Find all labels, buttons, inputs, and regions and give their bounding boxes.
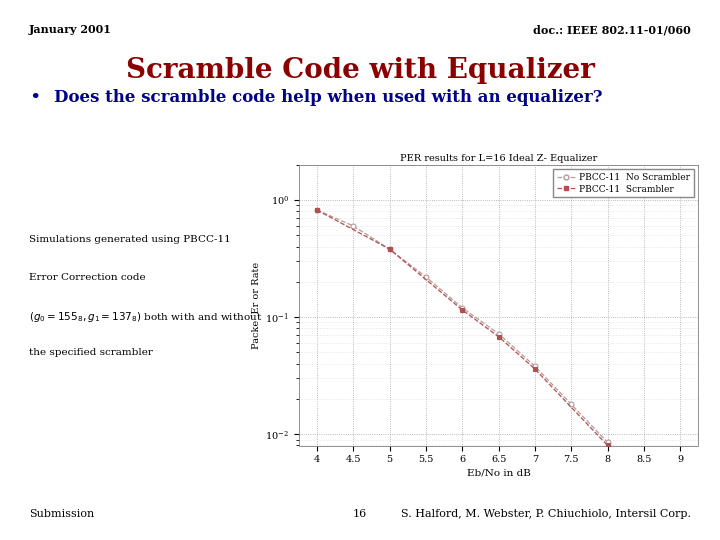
PBCC-11  No Scrambler bbox=[676, 518, 685, 524]
Text: Simulations generated using PBCC-11: Simulations generated using PBCC-11 bbox=[29, 235, 230, 244]
Text: the specified scrambler: the specified scrambler bbox=[29, 348, 153, 357]
PBCC-11  No Scrambler bbox=[639, 477, 648, 484]
X-axis label: Eb/No in dB: Eb/No in dB bbox=[467, 468, 531, 477]
PBCC-11  Scrambler bbox=[494, 333, 503, 340]
Text: Does the scramble code help when used with an equalizer?: Does the scramble code help when used wi… bbox=[54, 89, 603, 106]
PBCC-11  Scrambler bbox=[458, 307, 467, 313]
Title: PER results for L=16 Ideal Z- Equalizer: PER results for L=16 Ideal Z- Equalizer bbox=[400, 153, 597, 163]
Text: Error Correction code: Error Correction code bbox=[29, 273, 145, 282]
Text: •: • bbox=[29, 89, 40, 107]
PBCC-11  Scrambler bbox=[531, 366, 539, 372]
PBCC-11  Scrambler bbox=[312, 207, 321, 213]
Text: January 2001: January 2001 bbox=[29, 24, 112, 35]
PBCC-11  No Scrambler bbox=[422, 274, 431, 280]
PBCC-11  Scrambler bbox=[385, 246, 394, 252]
PBCC-11  No Scrambler bbox=[385, 246, 394, 252]
PBCC-11  No Scrambler bbox=[531, 363, 539, 369]
Text: Submission: Submission bbox=[29, 509, 94, 519]
PBCC-11  No Scrambler bbox=[312, 207, 321, 213]
Text: $(g_0 =155_8, g_1 =137_8)$ both with and without: $(g_0 =155_8, g_1 =137_8)$ both with and… bbox=[29, 310, 262, 325]
PBCC-11  Scrambler bbox=[676, 524, 685, 531]
Text: doc.: IEEE 802.11-01/060: doc.: IEEE 802.11-01/060 bbox=[534, 24, 691, 35]
Text: S. Halford, M. Webster, P. Chiuchiolo, Intersil Corp.: S. Halford, M. Webster, P. Chiuchiolo, I… bbox=[401, 509, 691, 519]
PBCC-11  No Scrambler bbox=[458, 305, 467, 311]
Text: Scramble Code with Equalizer: Scramble Code with Equalizer bbox=[125, 57, 595, 84]
Text: 16: 16 bbox=[353, 509, 367, 519]
Line: PBCC-11  No Scrambler: PBCC-11 No Scrambler bbox=[315, 207, 683, 524]
PBCC-11  No Scrambler bbox=[567, 401, 575, 408]
Legend: PBCC-11  No Scrambler, PBCC-11  Scrambler: PBCC-11 No Scrambler, PBCC-11 Scrambler bbox=[553, 169, 694, 197]
PBCC-11  No Scrambler bbox=[603, 439, 612, 446]
Line: PBCC-11  Scrambler: PBCC-11 Scrambler bbox=[315, 207, 683, 530]
PBCC-11  No Scrambler bbox=[349, 222, 358, 229]
PBCC-11  Scrambler bbox=[603, 442, 612, 449]
Y-axis label: Packe  Er or Rate: Packe Er or Rate bbox=[252, 261, 261, 349]
PBCC-11  No Scrambler bbox=[494, 330, 503, 337]
